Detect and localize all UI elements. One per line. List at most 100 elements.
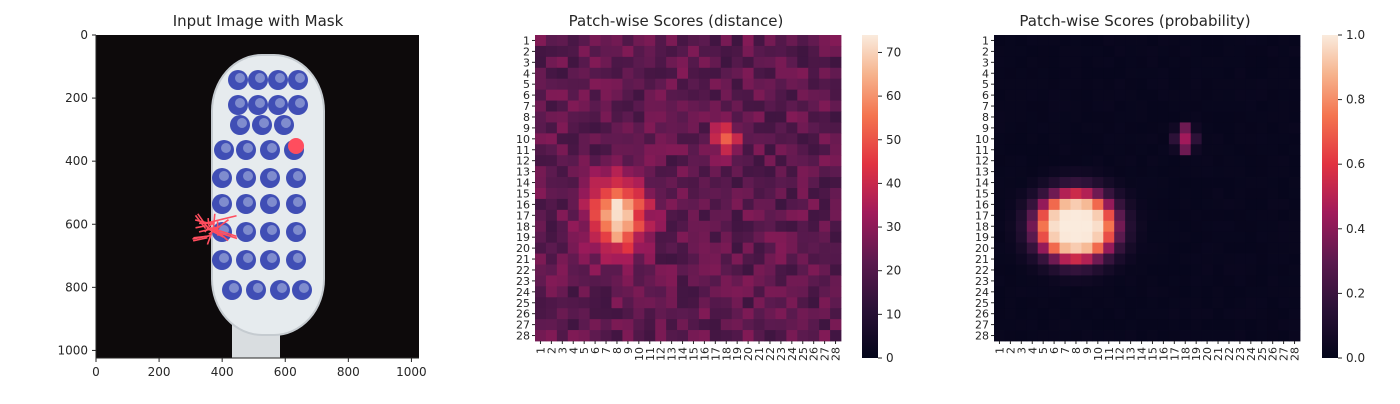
- heatmap-cell: [579, 57, 590, 68]
- heatmap-cell: [1103, 243, 1114, 254]
- heatmap-cell: [535, 319, 546, 330]
- heatmap-cell: [775, 57, 786, 68]
- heatmap-cell: [1027, 35, 1038, 46]
- heatmap-cell: [1267, 35, 1278, 46]
- heatmap-cell: [677, 221, 688, 232]
- heatmap-cell: [1147, 199, 1158, 210]
- heatmap-cell: [1060, 199, 1071, 210]
- heatmap-cell: [1289, 46, 1300, 57]
- heatmap-cell: [601, 265, 612, 276]
- heatmap-cell: [1224, 101, 1235, 112]
- heatmap-cell: [622, 112, 633, 123]
- heatmap-cell: [1224, 286, 1235, 297]
- bristle-highlight: [229, 283, 239, 293]
- bristle-highlight: [243, 143, 253, 153]
- y-tick-label: 400: [65, 154, 88, 168]
- heatmap-cell: [1103, 122, 1114, 133]
- colorbar-tick-label: 1.0: [1346, 28, 1365, 42]
- bristle-highlight: [243, 197, 253, 207]
- heatmap-cell: [1147, 308, 1158, 319]
- heatmap-cell: [677, 144, 688, 155]
- heatmap-cell: [622, 330, 633, 341]
- heatmap-cell: [590, 57, 601, 68]
- heatmap-cell: [546, 330, 557, 341]
- heatmap-cell: [765, 90, 776, 101]
- bristle-highlight: [235, 98, 245, 108]
- heatmap-cell: [1169, 210, 1180, 221]
- heatmap-cell: [688, 330, 699, 341]
- heatmap-cell: [775, 79, 786, 90]
- heatmap-cell: [612, 177, 623, 188]
- heatmap-cell: [1136, 265, 1147, 276]
- heatmap-cell: [546, 232, 557, 243]
- heatmap-cell: [1224, 35, 1235, 46]
- heatmap-cell: [655, 112, 666, 123]
- heatmap-cell: [568, 308, 579, 319]
- heatmap-cell: [1071, 57, 1082, 68]
- heatmap-cell: [1202, 286, 1213, 297]
- heatmap-cell: [699, 90, 710, 101]
- heatmap-cell: [1245, 166, 1256, 177]
- heatmap-cell: [1092, 68, 1103, 79]
- heatmap-cell: [1169, 275, 1180, 286]
- heatmap-cell: [1049, 177, 1060, 188]
- heatmap-cell: [1103, 265, 1114, 276]
- colorbar-tick-label: 50: [886, 133, 901, 147]
- heatmap-cell: [1005, 232, 1016, 243]
- heatmap-cell: [677, 199, 688, 210]
- heatmap-cell: [1245, 308, 1256, 319]
- heatmap-cell: [568, 101, 579, 112]
- heatmap-cell: [1245, 221, 1256, 232]
- heatmap-cell: [557, 243, 568, 254]
- heatmap-cell: [1114, 210, 1125, 221]
- heatmap-cell: [1060, 177, 1071, 188]
- heatmap-cell: [732, 155, 743, 166]
- heatmap-cell: [1071, 221, 1082, 232]
- heatmap-cell: [1213, 112, 1224, 123]
- heatmap-cell: [633, 57, 644, 68]
- heatmap-cell: [1224, 330, 1235, 341]
- heatmap-cell: [633, 243, 644, 254]
- bristle-highlight: [255, 73, 265, 83]
- heatmap-cell: [1256, 79, 1267, 90]
- y-tick-label: 1000: [57, 343, 88, 357]
- heatmap-cell: [765, 265, 776, 276]
- heatmap-cell: [754, 275, 765, 286]
- heatmap-cell: [699, 286, 710, 297]
- heatmap-cell: [1158, 112, 1169, 123]
- heatmap-cell: [1267, 155, 1278, 166]
- heatmap-cell: [1125, 188, 1136, 199]
- heatmap-cell: [1224, 133, 1235, 144]
- heatmap-cell: [830, 199, 841, 210]
- heatmap-cell: [743, 166, 754, 177]
- heatmap-cell: [535, 68, 546, 79]
- heatmap-cell: [579, 46, 590, 57]
- heatmap-cell: [1158, 199, 1169, 210]
- heatmap-cell: [633, 35, 644, 46]
- heatmap-cell: [994, 101, 1005, 112]
- heatmap-cell: [1191, 265, 1202, 276]
- heatmap-cell: [622, 275, 633, 286]
- heatmap-cell: [666, 330, 677, 341]
- heatmap-cell: [1114, 319, 1125, 330]
- heatmap-cell: [535, 101, 546, 112]
- heatmap-cell: [1256, 133, 1267, 144]
- heatmap-cell: [1180, 144, 1191, 155]
- heatmap-cell: [994, 133, 1005, 144]
- heatmap-cell: [1027, 286, 1038, 297]
- colorbar-tick-label: 0.0: [1346, 351, 1365, 365]
- heatmap-cell: [688, 199, 699, 210]
- heatmap-cell: [732, 254, 743, 265]
- heatmap-cell: [590, 199, 601, 210]
- heatmap-cell: [1071, 265, 1082, 276]
- heatmap-cell: [1071, 188, 1082, 199]
- heatmap-cell: [579, 188, 590, 199]
- heatmap-cell: [655, 330, 666, 341]
- heatmap-cell: [808, 188, 819, 199]
- heatmap-cell: [786, 112, 797, 123]
- heatmap-cell: [1256, 188, 1267, 199]
- heatmap-cell: [830, 122, 841, 133]
- heatmap-cell: [1191, 275, 1202, 286]
- heatmap-cell: [830, 221, 841, 232]
- heatmap-cell: [994, 35, 1005, 46]
